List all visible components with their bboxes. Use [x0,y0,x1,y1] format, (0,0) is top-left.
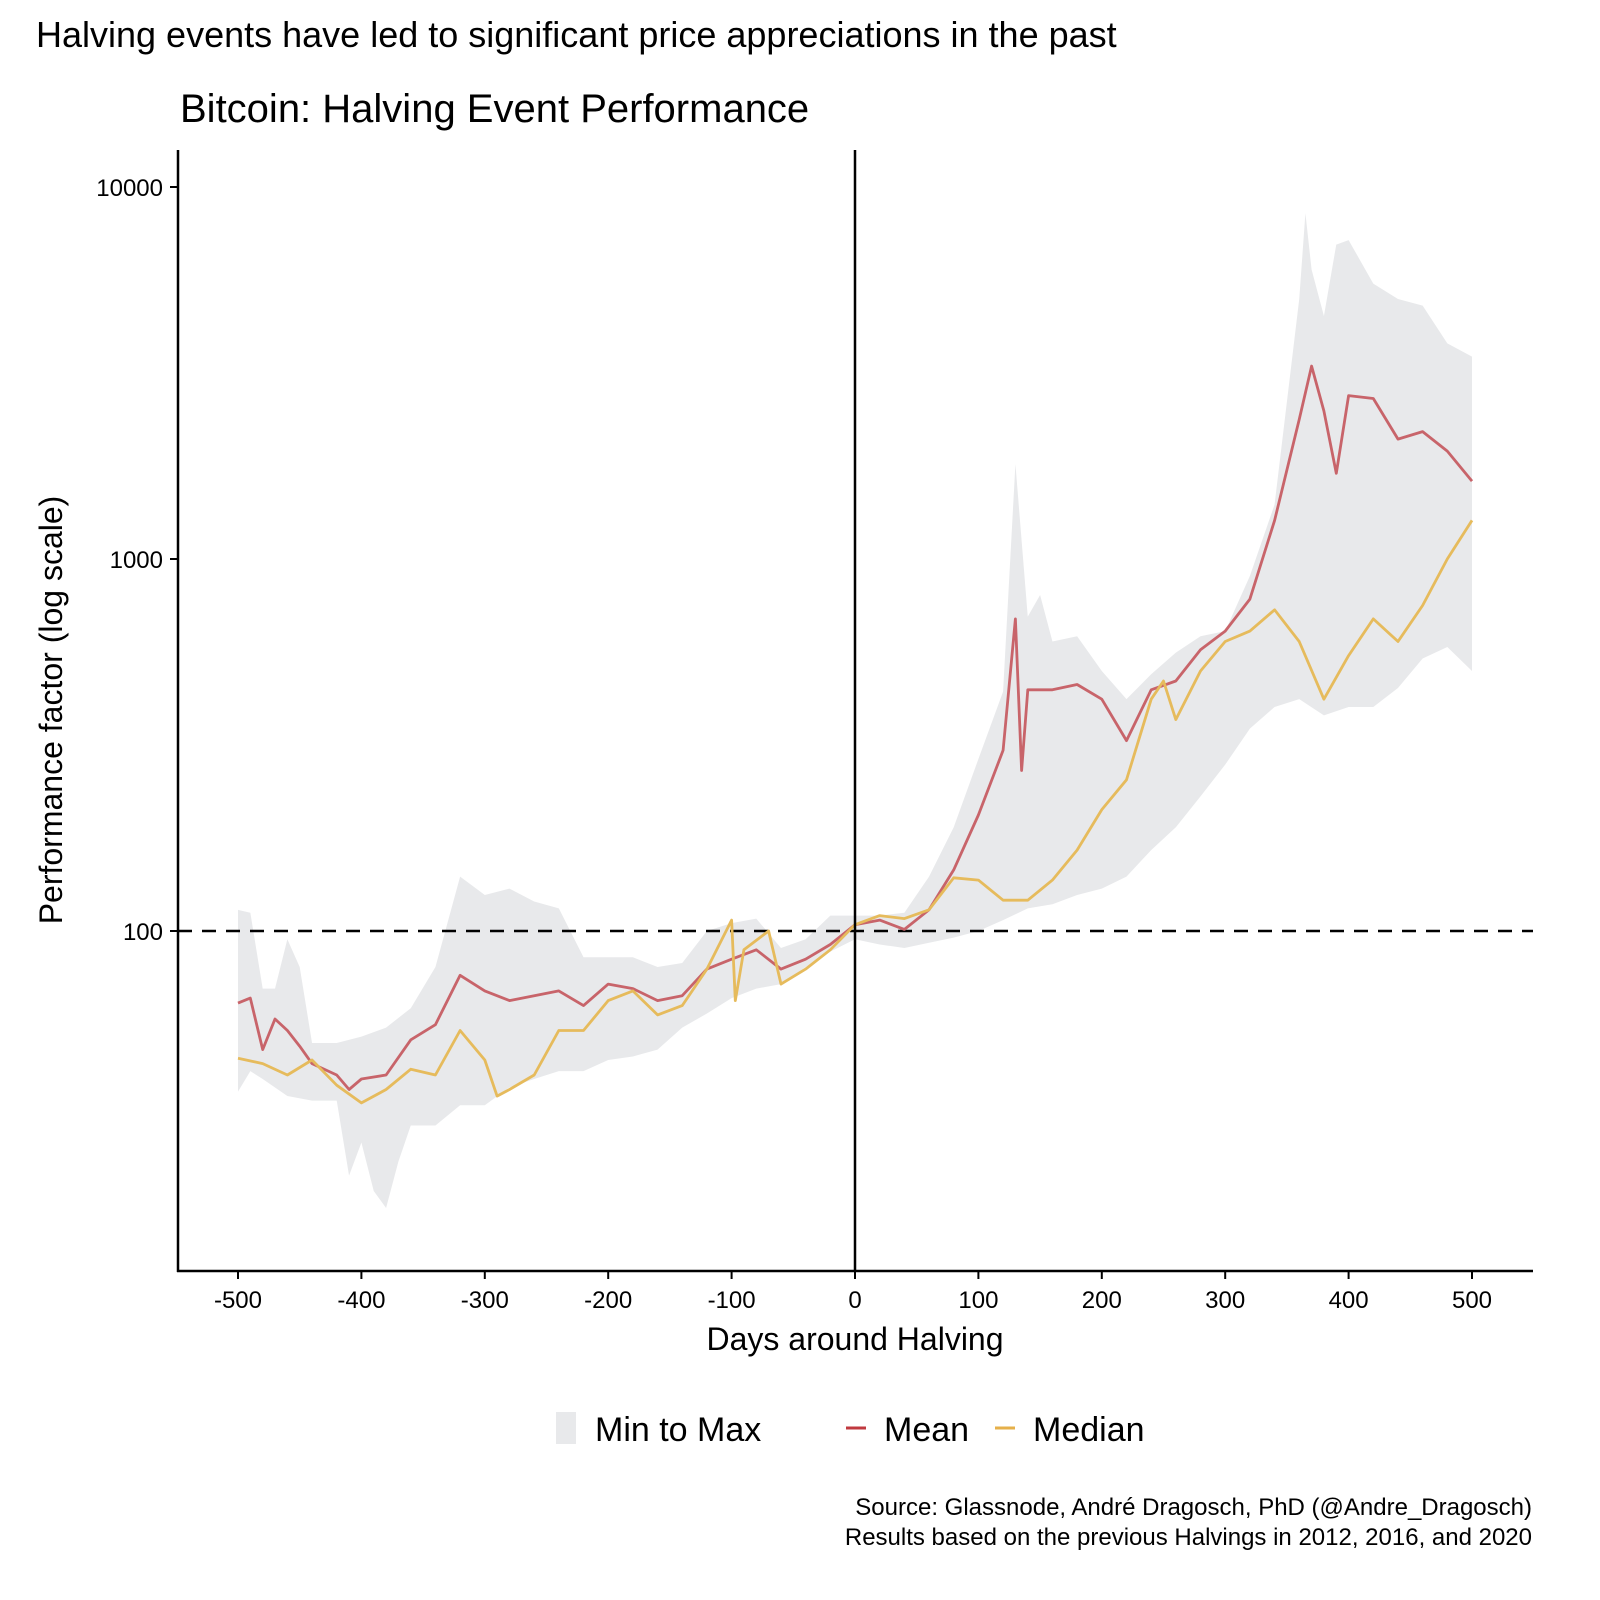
x-tick-label: -300 [461,1287,509,1314]
series-layer [237,150,1474,1271]
min-max-band-layer [238,213,1472,1209]
x-tick-label: 200 [1082,1287,1122,1314]
legend-label-median: Median [1033,1411,1145,1449]
y-ticks: 100 1000 10000 [96,175,178,946]
x-tick-label: -100 [708,1287,756,1314]
min-max-band [238,213,1472,1209]
x-tick-label: 400 [1329,1287,1369,1314]
x-axis-label: Days around Halving [706,1321,1003,1357]
y-tick-label: 100 [123,919,163,946]
x-tick-label: -400 [337,1287,385,1314]
legend-label-min-max: Min to Max [595,1411,761,1449]
chart-title: Bitcoin: Halving Event Performance [180,87,809,131]
legend: Min to Max Mean Median [556,1411,1145,1449]
y-axis-label: Performance factor (log scale) [33,496,69,925]
x-tick-label: 100 [958,1287,998,1314]
x-ticks: -500 -400 -300 -200 -100 0 100 200 300 400 500 [214,1271,1492,1314]
x-tick-label: -200 [584,1287,632,1314]
source-note: Source: Glassnode, André Dragosch, PhD (… [855,1494,1532,1521]
headline: Halving events have led to significant p… [36,14,1117,55]
y-tick-label: 10000 [96,175,163,202]
x-tick-label: 500 [1452,1287,1492,1314]
x-tick-label: -500 [214,1287,262,1314]
legend-swatch-min-max [556,1412,576,1444]
legend-label-mean: Mean [884,1411,969,1449]
x-tick-label: 0 [848,1287,861,1314]
source-note-halvings: Results based on the previous Halvings i… [845,1524,1532,1551]
series-line-median [237,519,1474,1105]
x-tick-label: 300 [1205,1287,1245,1314]
y-tick-label: 1000 [110,547,163,574]
